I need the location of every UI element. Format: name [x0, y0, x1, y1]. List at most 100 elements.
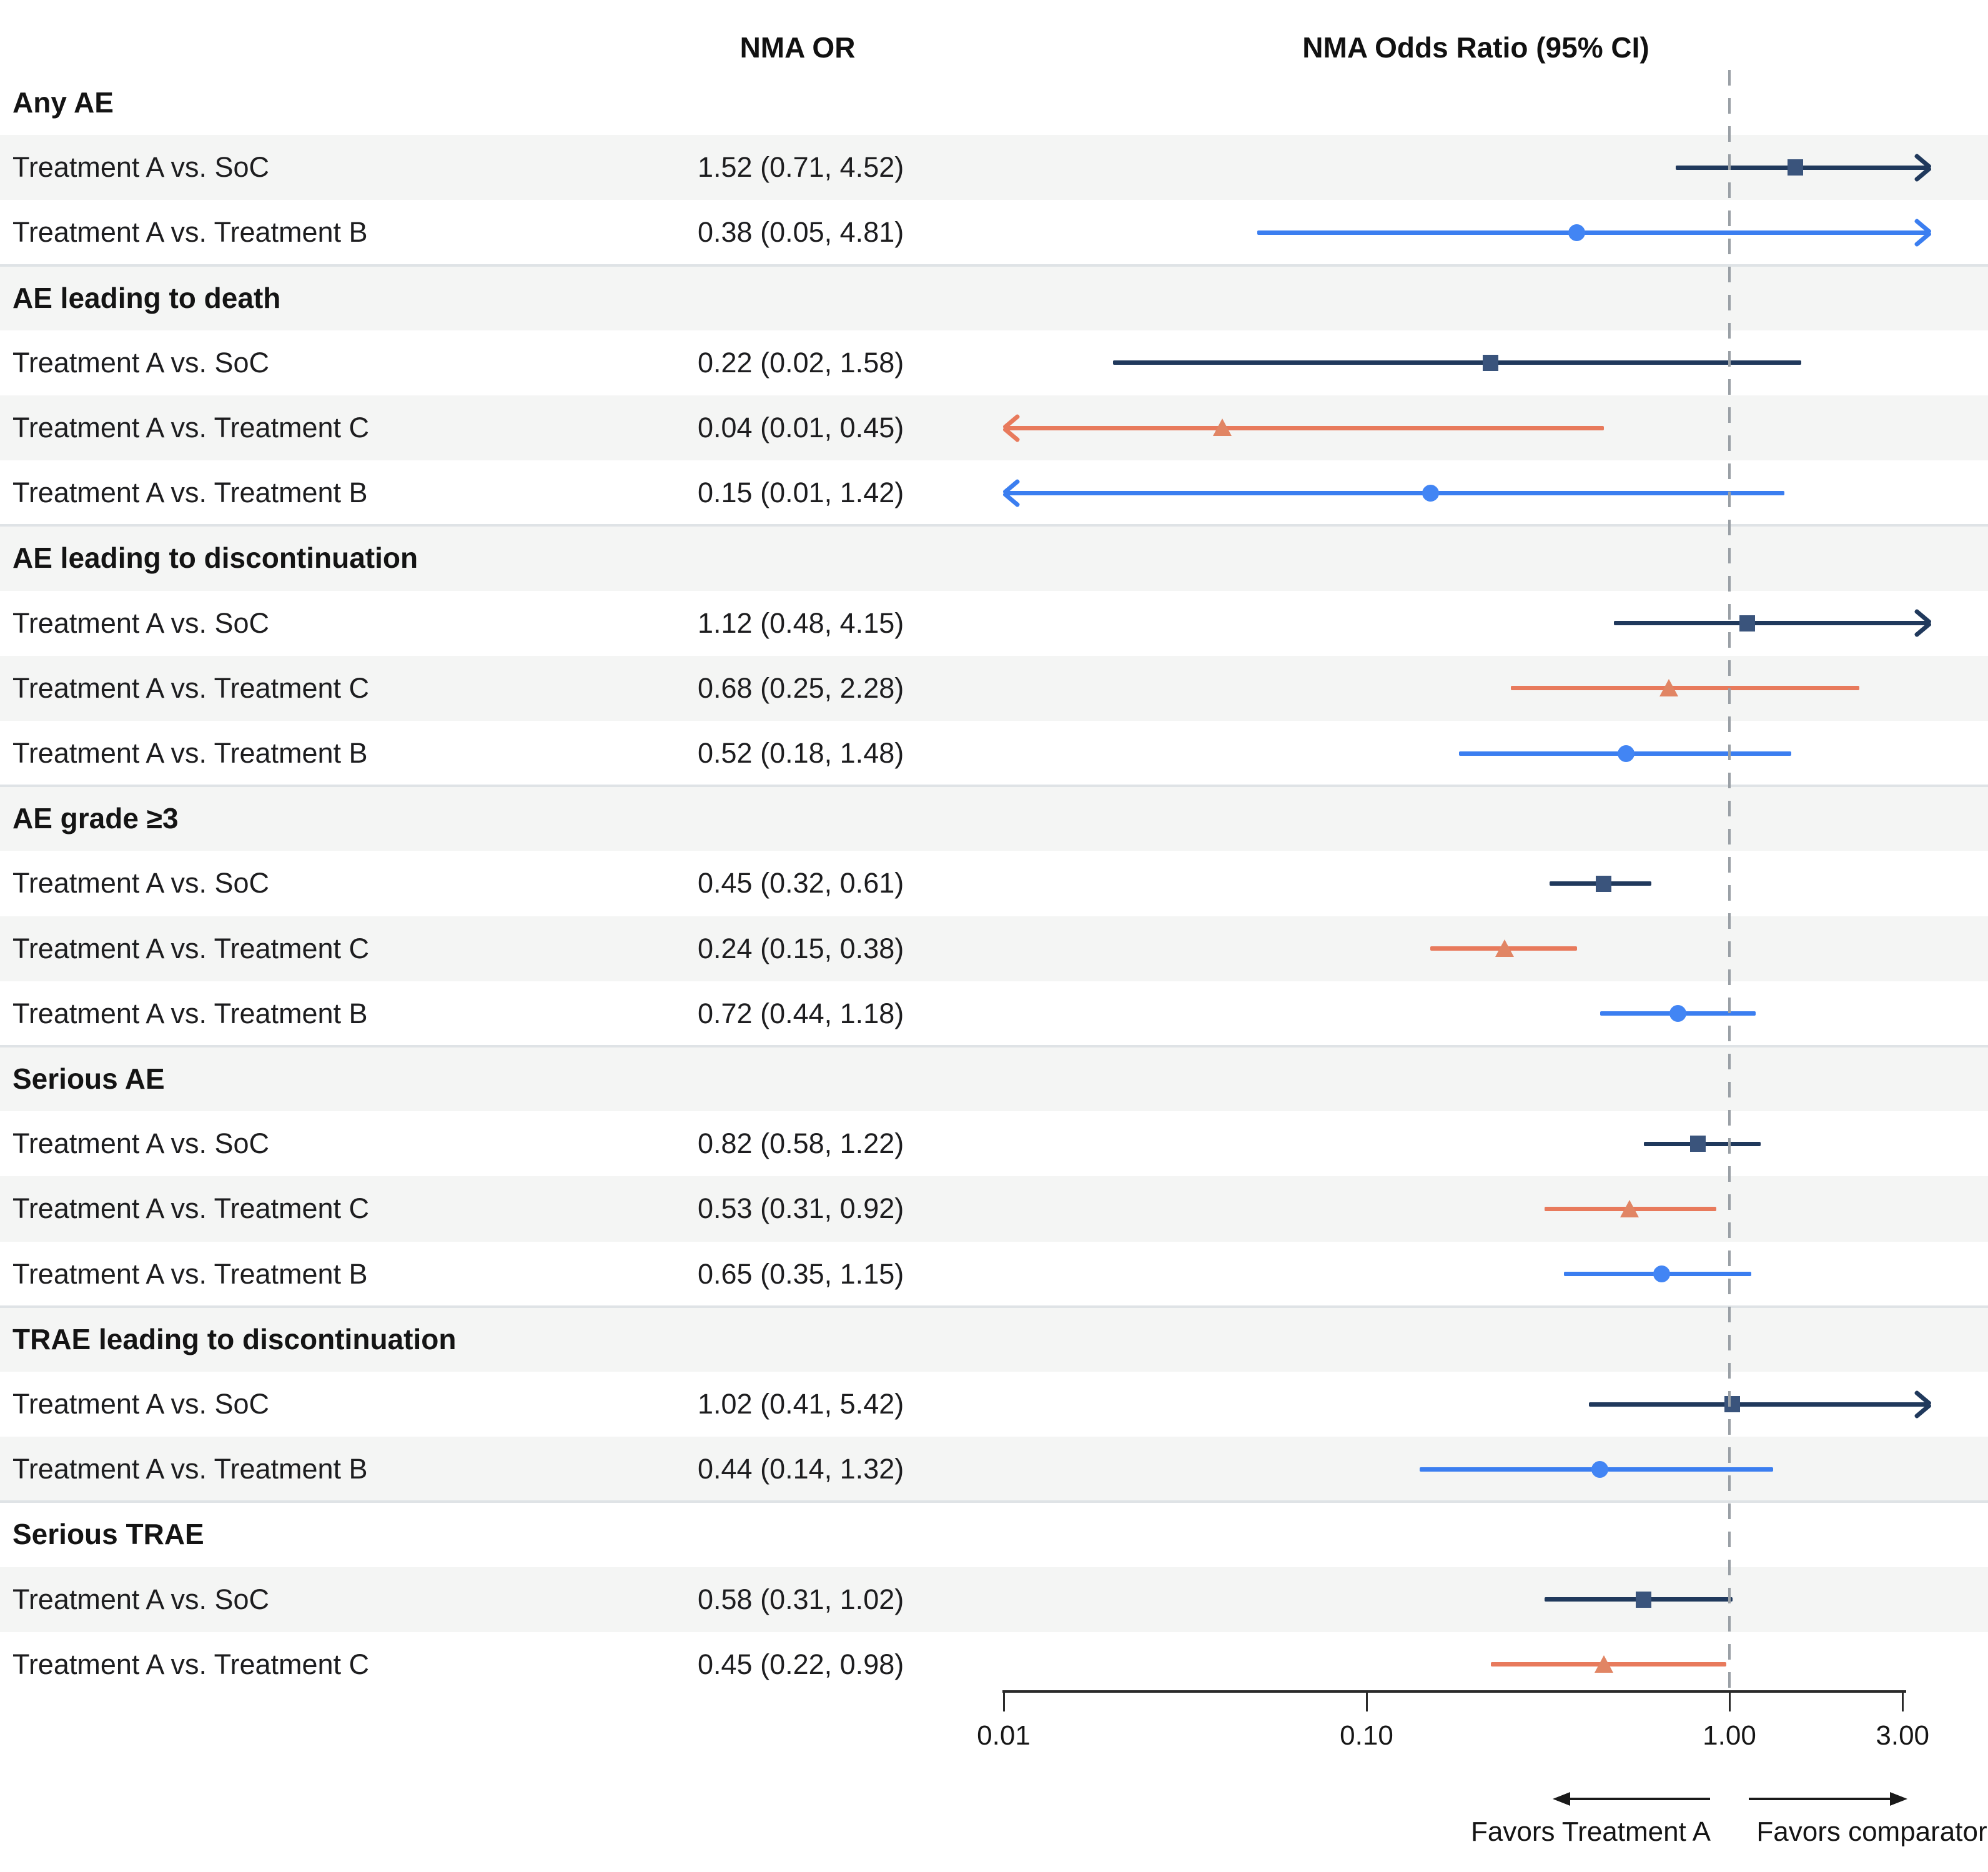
or-value: 1.52 (0.71, 4.52)	[698, 151, 904, 184]
group-header-row: Any AE	[0, 70, 1988, 136]
point-estimate-triangle-marker	[1620, 1199, 1639, 1217]
or-value: 0.52 (0.18, 1.48)	[698, 737, 904, 770]
point-estimate-circle-marker	[1618, 745, 1635, 762]
point-estimate-square-marker	[1636, 1591, 1652, 1608]
row-label: Treatment A vs. Treatment C	[12, 932, 370, 964]
point-estimate-circle-marker	[1669, 1005, 1686, 1023]
point-estimate-square-marker	[1724, 1396, 1741, 1413]
plot-column-header: NMA Odds Ratio (95% CI)	[1302, 31, 1649, 64]
group-separator	[0, 785, 1988, 788]
row-label: Treatment A vs. Treatment C	[12, 1192, 370, 1225]
reference-line	[1728, 70, 1731, 1690]
or-value: 0.72 (0.44, 1.18)	[698, 997, 904, 1029]
x-axis-tick	[1365, 1693, 1368, 1711]
x-axis-tick-label: 0.10	[1340, 1720, 1393, 1751]
point-estimate-square-marker	[1739, 615, 1756, 631]
group-separator	[0, 1045, 1988, 1047]
group-header-row: TRAE leading to discontinuation	[0, 1306, 1988, 1372]
comparison-row: Treatment A vs. SoC 1.02 (0.41, 5.42)	[0, 1372, 1988, 1437]
row-label: Treatment A vs. SoC	[12, 346, 269, 379]
group-separator	[0, 524, 1988, 527]
favors-left-arrow-line	[1569, 1798, 1710, 1800]
ci-line	[1511, 686, 1859, 691]
point-estimate-circle-marker	[1653, 1265, 1670, 1283]
x-axis-tick-label: 3.00	[1876, 1720, 1930, 1751]
group-header-row: Serious TRAE	[0, 1502, 1988, 1567]
group-label: AE leading to death	[12, 281, 281, 314]
row-label: Treatment A vs. Treatment B	[12, 216, 368, 249]
point-estimate-square-marker	[1596, 875, 1612, 892]
comparison-row: Treatment A vs. Treatment C 0.04 (0.01, 0…	[0, 395, 1988, 461]
point-estimate-square-marker	[1690, 1136, 1706, 1152]
or-value: 0.53 (0.31, 0.92)	[698, 1192, 904, 1225]
row-label: Treatment A vs. SoC	[12, 867, 269, 899]
row-label: Treatment A vs. SoC	[12, 1127, 269, 1160]
group-label: TRAE leading to discontinuation	[12, 1322, 457, 1355]
or-column-header: NMA OR	[739, 31, 856, 64]
ci-line	[1112, 360, 1802, 365]
favors-treatment-a-label: Favors Treatment A	[1471, 1816, 1711, 1847]
group-header-row: Serious AE	[0, 1046, 1988, 1112]
x-axis-tick	[1901, 1693, 1904, 1711]
x-axis-tick-label: 0.01	[977, 1720, 1031, 1751]
group-header-row: AE grade ≥3	[0, 786, 1988, 851]
point-estimate-triangle-marker	[1212, 418, 1232, 437]
ci-line	[1004, 425, 1604, 430]
row-label: Treatment A vs. Treatment C	[12, 1648, 370, 1680]
favors-left-arrow-icon	[1553, 1792, 1570, 1806]
point-estimate-circle-marker	[1568, 224, 1586, 241]
point-estimate-triangle-marker	[1594, 1655, 1613, 1673]
or-value: 0.22 (0.02, 1.58)	[698, 346, 904, 379]
group-label: AE leading to discontinuation	[12, 542, 418, 575]
or-value: 0.38 (0.05, 4.81)	[698, 216, 904, 249]
point-estimate-square-marker	[1483, 354, 1499, 371]
row-label: Treatment A vs. Treatment B	[12, 1257, 368, 1290]
or-value: 0.04 (0.01, 0.45)	[698, 412, 904, 444]
group-header-row: AE leading to discontinuation	[0, 525, 1988, 591]
ci-line	[1257, 230, 1931, 235]
x-axis-tick	[1002, 1693, 1005, 1711]
ci-line	[1004, 490, 1785, 495]
ci-line	[1613, 621, 1931, 626]
or-value: 0.24 (0.15, 0.38)	[698, 932, 904, 964]
row-label: Treatment A vs. SoC	[12, 1583, 269, 1615]
group-separator	[0, 264, 1988, 267]
favors-comparator-label: Favors comparator	[1756, 1816, 1987, 1847]
point-estimate-circle-marker	[1422, 484, 1439, 502]
comparison-row: Treatment A vs. SoC 1.52 (0.71, 4.52)	[0, 135, 1988, 201]
or-value: 0.44 (0.14, 1.32)	[698, 1453, 904, 1485]
row-label: Treatment A vs. Treatment B	[12, 737, 368, 770]
group-separator	[0, 1500, 1988, 1503]
point-estimate-circle-marker	[1591, 1460, 1609, 1478]
or-value: 0.45 (0.32, 0.61)	[698, 867, 904, 899]
row-label: Treatment A vs. Treatment B	[12, 1453, 368, 1485]
or-value: 0.15 (0.01, 1.42)	[698, 477, 904, 509]
point-estimate-triangle-marker	[1659, 678, 1678, 696]
or-value: 0.82 (0.58, 1.22)	[698, 1127, 904, 1160]
group-label: Serious AE	[12, 1062, 165, 1096]
or-value: 0.65 (0.35, 1.15)	[698, 1257, 904, 1290]
or-value: 0.68 (0.25, 2.28)	[698, 671, 904, 704]
point-estimate-square-marker	[1788, 159, 1804, 176]
group-header-row: AE leading to death	[0, 265, 1988, 330]
row-label: Treatment A vs. Treatment C	[12, 671, 370, 704]
row-label: Treatment A vs. Treatment B	[12, 997, 368, 1029]
group-label: AE grade ≥3	[12, 802, 179, 835]
x-axis-line	[1002, 1690, 1907, 1693]
or-value: 0.58 (0.31, 1.02)	[698, 1583, 904, 1615]
row-label: Treatment A vs. SoC	[12, 151, 269, 184]
or-value: 1.12 (0.48, 4.15)	[698, 607, 904, 639]
row-label: Treatment A vs. SoC	[12, 607, 269, 639]
row-label: Treatment A vs. Treatment B	[12, 477, 368, 509]
comparison-row: Treatment A vs. Treatment C 0.24 (0.15, 0…	[0, 916, 1988, 981]
or-value: 1.02 (0.41, 5.42)	[698, 1388, 904, 1420]
group-label: Serious TRAE	[12, 1518, 204, 1551]
row-label: Treatment A vs. Treatment C	[12, 412, 370, 444]
ci-line	[1589, 1402, 1931, 1407]
group-separator	[0, 1305, 1988, 1308]
comparison-row: Treatment A vs. SoC 0.45 (0.32, 0.61)	[0, 851, 1988, 916]
x-axis-tick	[1728, 1693, 1731, 1711]
group-label: Any AE	[12, 86, 114, 119]
row-label: Treatment A vs. SoC	[12, 1388, 269, 1420]
